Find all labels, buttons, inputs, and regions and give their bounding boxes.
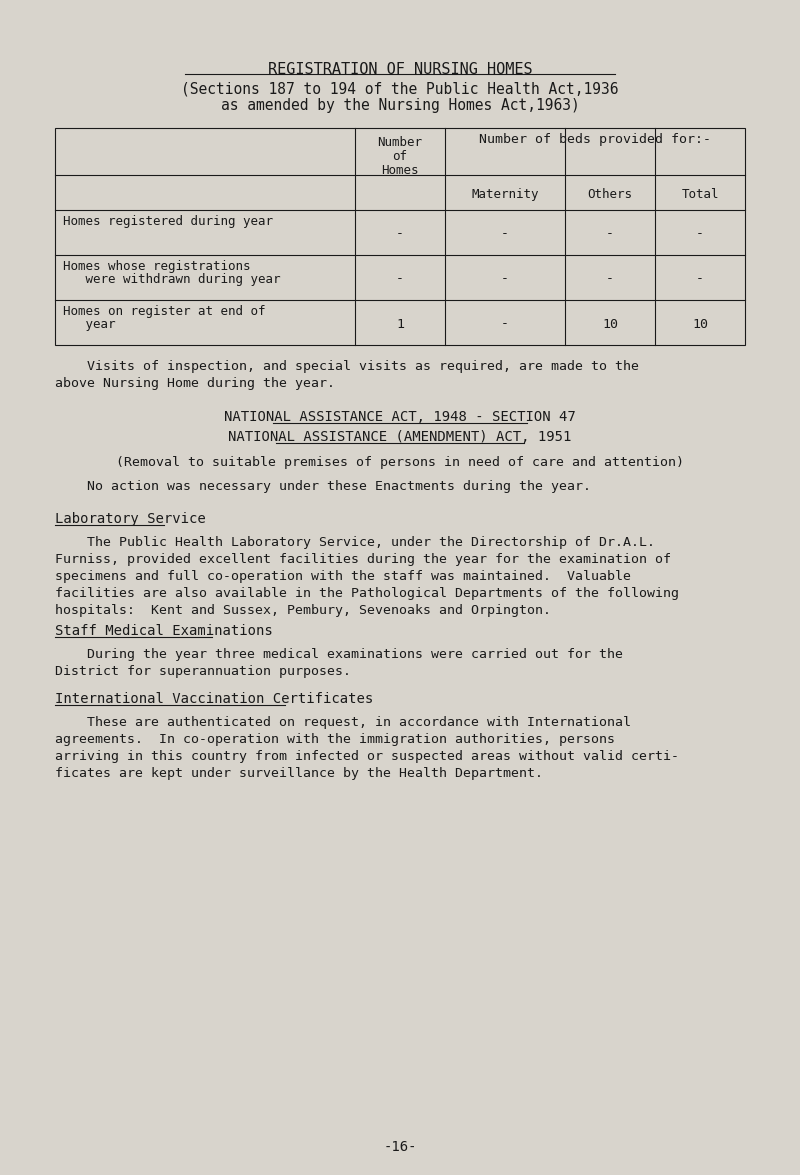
Text: -: -	[501, 317, 509, 330]
Text: -: -	[606, 273, 614, 286]
Text: These are authenticated on request, in accordance with International
agreements.: These are authenticated on request, in a…	[55, 716, 679, 780]
Text: REGISTRATION OF NURSING HOMES: REGISTRATION OF NURSING HOMES	[268, 62, 532, 78]
Text: (Sections 187 to 194 of the Public Health Act,1936: (Sections 187 to 194 of the Public Healt…	[182, 82, 618, 98]
Text: NATIONAL ASSISTANCE (AMENDMENT) ACT, 1951: NATIONAL ASSISTANCE (AMENDMENT) ACT, 195…	[228, 430, 572, 444]
Text: -: -	[696, 228, 704, 241]
Text: No action was necessary under these Enactments during the year.: No action was necessary under these Enac…	[55, 481, 591, 494]
Text: Total: Total	[682, 188, 718, 201]
Text: Homes on register at end of: Homes on register at end of	[63, 306, 266, 318]
Text: 1: 1	[396, 317, 404, 330]
Text: year: year	[63, 318, 115, 331]
Text: -: -	[606, 228, 614, 241]
Text: Homes registered during year: Homes registered during year	[63, 215, 273, 228]
Text: During the year three medical examinations were carried out for the
District for: During the year three medical examinatio…	[55, 647, 623, 678]
Text: -: -	[396, 273, 404, 286]
Bar	[55, 128, 745, 345]
Text: 10: 10	[602, 317, 618, 330]
Text: Number: Number	[378, 136, 422, 149]
Text: The Public Health Laboratory Service, under the Directorship of Dr.A.L.
Furniss,: The Public Health Laboratory Service, un…	[55, 536, 679, 617]
Text: of: of	[393, 150, 407, 163]
Text: Homes: Homes	[382, 165, 418, 177]
Text: were withdrawn during year: were withdrawn during year	[63, 273, 281, 286]
Text: -16-: -16-	[383, 1140, 417, 1154]
Text: International Vaccination Certificates: International Vaccination Certificates	[55, 692, 374, 706]
Text: Others: Others	[587, 188, 633, 201]
Text: Homes whose registrations: Homes whose registrations	[63, 260, 250, 273]
Text: Number of beds provided for:-: Number of beds provided for:-	[479, 133, 711, 146]
Text: Maternity: Maternity	[471, 188, 538, 201]
Text: -: -	[396, 228, 404, 241]
Text: -: -	[696, 273, 704, 286]
Text: as amended by the Nursing Homes Act,1963): as amended by the Nursing Homes Act,1963…	[221, 98, 579, 113]
Text: -: -	[501, 273, 509, 286]
Text: Staff Medical Examinations: Staff Medical Examinations	[55, 624, 273, 638]
Text: 10: 10	[692, 317, 708, 330]
Text: Visits of inspection, and special visits as required, are made to the
above Nurs: Visits of inspection, and special visits…	[55, 360, 639, 390]
Text: Laboratory Service: Laboratory Service	[55, 512, 206, 526]
Text: NATIONAL ASSISTANCE ACT, 1948 - SECTION 47: NATIONAL ASSISTANCE ACT, 1948 - SECTION …	[224, 410, 576, 424]
Text: -: -	[501, 228, 509, 241]
Text: (Removal to suitable premises of persons in need of care and attention): (Removal to suitable premises of persons…	[116, 456, 684, 469]
